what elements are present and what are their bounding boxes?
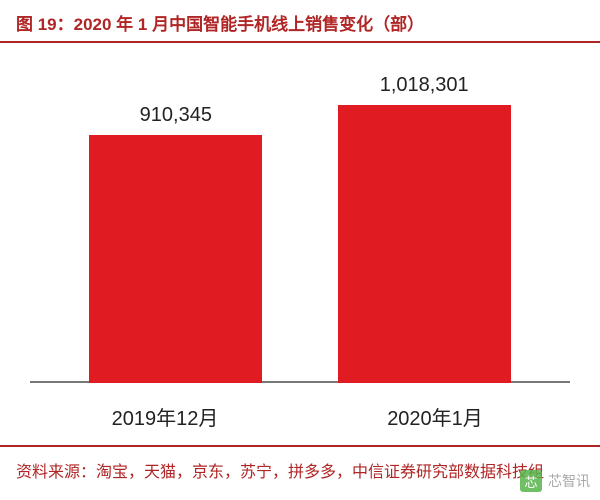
x-axis-labels: 2019年12月2020年1月 (0, 392, 600, 445)
figure-frame: 图 19：2020 年 1 月中国智能手机线上销售变化（部） 910,345 1,… (0, 0, 600, 500)
bar (89, 135, 262, 383)
wechat-icon: 芯 (520, 470, 542, 492)
chart-area: 910,345 1,018,301 (0, 43, 600, 392)
watermark: 芯 芯智讯 (520, 470, 590, 492)
x-tick-label: 2019年12月 (30, 402, 300, 431)
bar (338, 105, 511, 383)
x-tick-label: 2020年1月 (300, 402, 570, 431)
source-text: 资料来源：淘宝，天猫，京东，苏宁，拼多多，中信证券研究部数据科技组 (16, 464, 544, 481)
bar-plot: 910,3451,018,301 (30, 83, 570, 383)
bar-value-label: 1,018,301 (380, 74, 469, 97)
source-row: 资料来源：淘宝，天猫，京东，苏宁，拼多多，中信证券研究部数据科技组 (0, 445, 600, 500)
figure-title: 图 19：2020 年 1 月中国智能手机线上销售变化（部） (16, 15, 424, 34)
watermark-text: 芯智讯 (548, 471, 590, 491)
bar-value-label: 910,345 (140, 104, 212, 127)
title-row: 图 19：2020 年 1 月中国智能手机线上销售变化（部） (0, 0, 600, 43)
